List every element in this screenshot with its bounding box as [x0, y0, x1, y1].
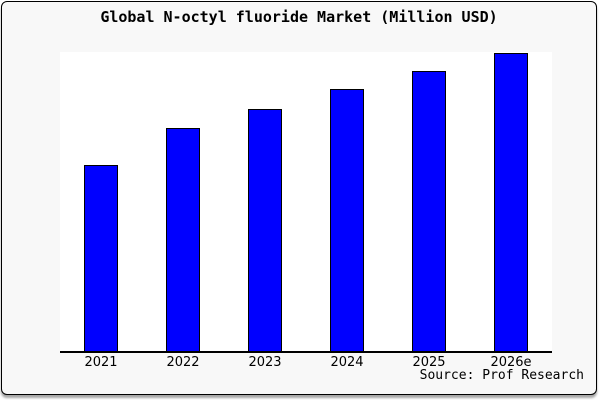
bar-slot-2022 — [142, 52, 224, 351]
bar-2026e — [494, 53, 528, 351]
chart-window: Global N-octyl fluoride Market (Million … — [1, 1, 597, 395]
plot-area — [60, 52, 552, 353]
x-tick-2025: 2025 — [412, 355, 446, 370]
bar-2024 — [330, 89, 364, 351]
bar-2025 — [412, 71, 446, 351]
x-tick-2024: 2024 — [330, 355, 364, 370]
bars-container — [60, 52, 552, 351]
x-axis-labels: 2021 2022 2023 2024 2025 2026e — [60, 356, 552, 369]
x-tick-2026e: 2026e — [490, 355, 532, 370]
bar-2022 — [166, 128, 200, 351]
bar-slot-2026e — [470, 52, 552, 351]
x-tick-2022: 2022 — [166, 355, 200, 370]
x-tick-2023: 2023 — [248, 355, 282, 370]
bar-slot-2023 — [224, 52, 306, 351]
chart-title: Global N-octyl fluoride Market (Million … — [100, 8, 498, 26]
bar-2023 — [248, 109, 282, 351]
bar-slot-2025 — [388, 52, 470, 351]
bar-2021 — [84, 165, 118, 351]
x-tick-2021: 2021 — [84, 355, 118, 370]
bar-slot-2024 — [306, 52, 388, 351]
bar-slot-2021 — [60, 52, 142, 351]
source-credit: Source: Prof Research — [419, 368, 584, 383]
